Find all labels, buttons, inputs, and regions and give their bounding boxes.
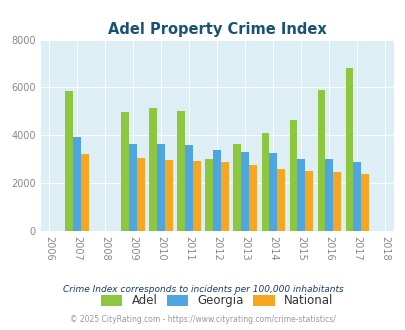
Bar [353, 162, 360, 231]
Text: Crime Index corresponds to incidents per 100,000 inhabitants: Crime Index corresponds to incidents per… [62, 285, 343, 294]
Bar [317, 90, 325, 231]
Bar [149, 108, 157, 231]
Bar [65, 91, 73, 231]
Bar [360, 174, 368, 231]
Bar [305, 171, 312, 231]
Bar [177, 111, 185, 231]
Bar [213, 150, 221, 231]
Bar [193, 161, 200, 231]
Bar [221, 162, 228, 231]
Bar [277, 169, 284, 231]
Bar [81, 154, 89, 231]
Bar [165, 160, 173, 231]
Bar [296, 159, 305, 231]
Bar [269, 153, 277, 231]
Bar [73, 137, 81, 231]
Bar [241, 152, 249, 231]
Bar [325, 159, 333, 231]
Bar [233, 145, 241, 231]
Bar [157, 145, 165, 231]
Title: Adel Property Crime Index: Adel Property Crime Index [108, 22, 326, 37]
Bar [333, 172, 340, 231]
Legend: Adel, Georgia, National: Adel, Georgia, National [101, 294, 333, 307]
Bar [249, 165, 256, 231]
Text: © 2025 CityRating.com - https://www.cityrating.com/crime-statistics/: © 2025 CityRating.com - https://www.city… [70, 315, 335, 324]
Bar [261, 133, 269, 231]
Bar [289, 120, 296, 231]
Bar [129, 145, 137, 231]
Bar [185, 145, 193, 231]
Bar [137, 158, 145, 231]
Bar [121, 112, 129, 231]
Bar [345, 68, 353, 231]
Bar [205, 159, 213, 231]
